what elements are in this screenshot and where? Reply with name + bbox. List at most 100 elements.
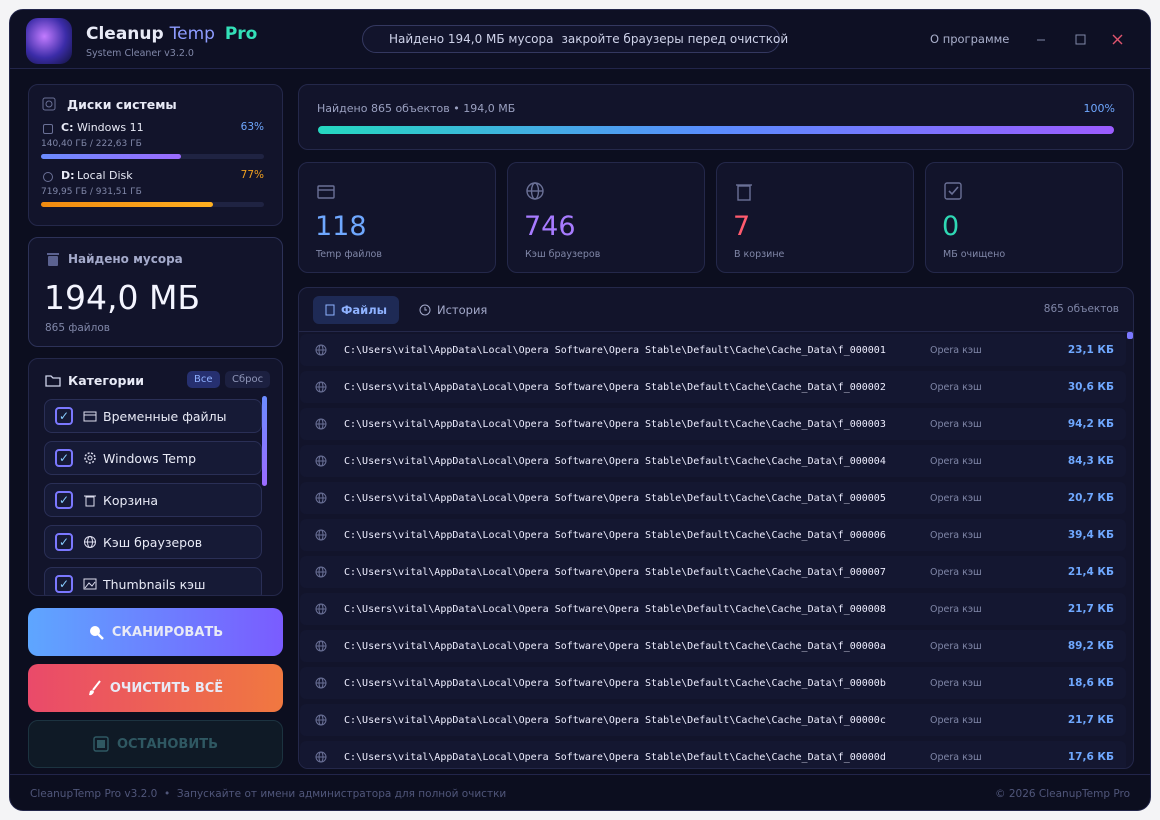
file-size: 21,4 КБ — [1067, 566, 1114, 578]
category-item[interactable]: ✓ Корзина — [44, 483, 262, 517]
category-label: Временные файлы — [103, 408, 227, 424]
file-icon — [315, 677, 327, 692]
scan-label: СКАНИРОВАТЬ — [111, 624, 224, 640]
select-all-button[interactable]: Все — [187, 371, 220, 388]
scan-icon — [89, 626, 104, 640]
clean-icon — [88, 680, 101, 696]
app-subtitle: System Cleaner v3.2.0 — [86, 48, 194, 59]
app-name-accent: Temp — [169, 24, 215, 44]
disk-track — [41, 202, 264, 207]
file-size: 23,1 КБ — [1067, 344, 1114, 356]
category-icon — [83, 535, 97, 549]
clean-button[interactable]: ОЧИСТИТЬ ВСЁ — [28, 664, 283, 712]
file-icon — [315, 603, 327, 618]
category-label: Корзина — [103, 492, 159, 508]
progress-percent: 100% — [1083, 102, 1115, 115]
file-size: 20,7 КБ — [1067, 492, 1114, 504]
file-row: C:\Users\vital\AppData\Local\Opera Softw… — [300, 556, 1126, 588]
category-item[interactable]: ✓ Временные файлы — [44, 399, 262, 433]
disk-name: Windows 11 — [77, 121, 144, 134]
file-size: 94,2 КБ — [1067, 418, 1114, 430]
scan-button[interactable]: СКАНИРОВАТЬ — [28, 608, 283, 656]
files-panel: Файлы История 865 объектов C:\Users\vita… — [298, 287, 1134, 769]
category-icon — [83, 493, 97, 507]
file-icon — [315, 492, 327, 507]
history-tab-icon — [419, 304, 431, 316]
disk-letter: D: — [61, 169, 75, 182]
progress-fill — [318, 126, 1114, 134]
file-row: C:\Users\vital\AppData\Local\Opera Softw… — [300, 408, 1126, 440]
files-tab-icon — [325, 304, 335, 316]
file-icon — [315, 714, 327, 729]
stat-icon — [525, 181, 545, 205]
app-window: Cleanup Temp Pro System Cleaner v3.2.0 Н… — [9, 9, 1151, 811]
maximize-button[interactable] — [1075, 34, 1086, 45]
file-size: 21,7 КБ — [1067, 603, 1114, 615]
category-item[interactable]: ✓ Кэш браузеров — [44, 525, 262, 559]
reset-button[interactable]: Сброс — [225, 371, 271, 388]
junk-title: Найдено мусора — [68, 252, 183, 266]
stop-button[interactable]: ОСТАНОВИТЬ — [28, 720, 283, 768]
category-label: Кэш браузеров — [103, 534, 203, 550]
stat-card: 7 В корзине — [716, 162, 914, 273]
file-size: 30,6 КБ — [1067, 381, 1114, 393]
status-found: Найдено 194,0 МБ мусора — [389, 32, 554, 46]
category-icon — [83, 451, 97, 465]
file-path: C:\Users\vital\AppData\Local\Opera Softw… — [344, 603, 886, 615]
file-row: C:\Users\vital\AppData\Local\Opera Softw… — [300, 741, 1126, 768]
category-item[interactable]: ✓ Windows Temp — [44, 441, 262, 475]
file-path: C:\Users\vital\AppData\Local\Opera Softw… — [344, 751, 886, 763]
stat-value: 118 — [315, 211, 367, 242]
footer-hint: Запускайте от имени администратора для п… — [176, 788, 507, 800]
app-name: Cleanup Temp Pro — [86, 24, 257, 44]
files-count: 865 объектов — [1043, 303, 1119, 315]
junk-card: Найдено мусора 194,0 МБ 865 файлов — [28, 237, 283, 347]
file-path: C:\Users\vital\AppData\Local\Opera Softw… — [344, 344, 886, 356]
file-icon — [315, 455, 327, 470]
files-scrollbar — [1127, 332, 1133, 339]
app-logo — [26, 18, 72, 64]
file-type: Opera кэш — [930, 529, 982, 541]
file-type: Opera кэш — [930, 714, 982, 726]
app-name-main: Cleanup — [86, 24, 164, 44]
disk-fill — [41, 154, 182, 159]
stat-icon — [316, 181, 336, 205]
file-icon — [315, 344, 327, 359]
about-link[interactable]: О программе — [930, 32, 1010, 46]
history-tab[interactable]: История — [419, 296, 487, 324]
files-tab[interactable]: Файлы — [313, 296, 399, 324]
close-button[interactable] — [1112, 34, 1123, 45]
scrollbar — [262, 396, 267, 486]
disk-name: Local Disk — [77, 169, 133, 182]
window-controls — [1037, 34, 1123, 45]
disk-icon — [43, 124, 53, 134]
file-size: 18,6 КБ — [1067, 677, 1114, 689]
stat-label: МБ очищено — [943, 249, 1006, 260]
file-path: C:\Users\vital\AppData\Local\Opera Softw… — [344, 714, 886, 726]
file-row: C:\Users\vital\AppData\Local\Opera Softw… — [300, 445, 1126, 477]
file-row: C:\Users\vital\AppData\Local\Opera Softw… — [300, 519, 1126, 551]
file-icon — [315, 566, 327, 581]
file-path: C:\Users\vital\AppData\Local\Opera Softw… — [344, 492, 886, 504]
file-type: Opera кэш — [930, 455, 982, 467]
file-row: C:\Users\vital\AppData\Local\Opera Softw… — [300, 704, 1126, 736]
progress-track — [318, 126, 1114, 134]
file-row: C:\Users\vital\AppData\Local\Opera Softw… — [300, 371, 1126, 403]
disks-title: Диски системы — [67, 97, 177, 112]
file-type: Opera кэш — [930, 751, 982, 763]
file-icon — [315, 640, 327, 655]
category-label: Thumbnails кэш — [103, 576, 206, 592]
category-icon — [83, 409, 97, 423]
file-row: C:\Users\vital\AppData\Local\Opera Softw… — [300, 630, 1126, 662]
file-path: C:\Users\vital\AppData\Local\Opera Softw… — [344, 455, 886, 467]
file-path: C:\Users\vital\AppData\Local\Opera Softw… — [344, 529, 886, 541]
stat-icon — [943, 181, 963, 205]
file-path: C:\Users\vital\AppData\Local\Opera Softw… — [344, 566, 886, 578]
file-type: Opera кэш — [930, 381, 982, 393]
file-row: C:\Users\vital\AppData\Local\Opera Softw… — [300, 593, 1126, 625]
stat-card: 0 МБ очищено — [925, 162, 1123, 273]
stat-label: В корзине — [734, 249, 785, 260]
junk-icon — [47, 253, 59, 266]
category-item[interactable]: ✓ Thumbnails кэш — [44, 567, 262, 595]
stat-label: Temp файлов — [316, 249, 382, 260]
